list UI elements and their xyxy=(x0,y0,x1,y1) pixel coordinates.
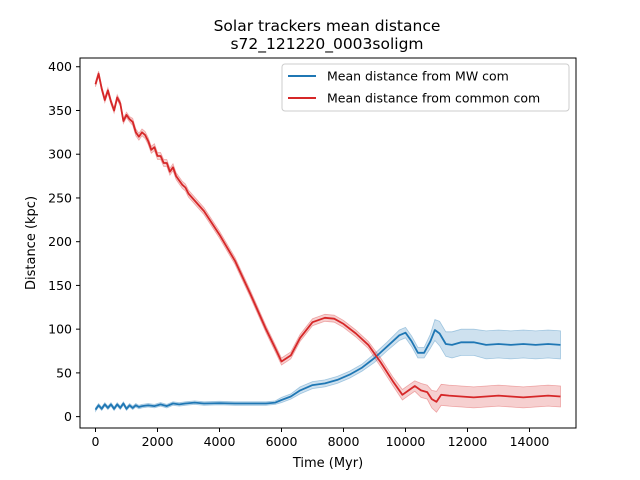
legend: Mean distance from MW com Mean distance … xyxy=(281,63,570,112)
series-line-mw-com xyxy=(94,329,561,411)
x-axis-label: Time (Myr) xyxy=(292,456,363,471)
y-axis-label: Distance (kpc) xyxy=(24,196,39,290)
x-tick-label: 10000 xyxy=(386,434,426,449)
y-tick-label: 150 xyxy=(48,278,72,293)
x-tick-label: 4000 xyxy=(204,434,236,449)
series-line-common-com xyxy=(94,72,561,403)
x-tick-label: 6000 xyxy=(266,434,298,449)
y-tick-label: 250 xyxy=(48,190,72,205)
x-tick-label: 8000 xyxy=(328,434,360,449)
x-axis-ticks: 0 2000 4000 6000 8000 10000 12000 14000 xyxy=(92,428,550,449)
uncertainty-bands xyxy=(95,70,561,413)
y-tick-label: 100 xyxy=(48,322,72,337)
chart-title: Solar trackers mean distance xyxy=(214,17,441,35)
x-tick-label: 12000 xyxy=(448,434,488,449)
legend-label-mw-com: Mean distance from MW com xyxy=(327,69,509,84)
y-tick-label: 50 xyxy=(56,365,72,380)
y-tick-label: 200 xyxy=(48,234,72,249)
y-tick-label: 400 xyxy=(48,59,72,74)
y-tick-label: 300 xyxy=(48,147,72,162)
x-tick-label: 0 xyxy=(92,434,100,449)
chart-subtitle: s72_121220_0003soligm xyxy=(230,35,423,54)
series-lines xyxy=(94,72,561,411)
x-tick-label: 14000 xyxy=(510,434,550,449)
legend-label-common-com: Mean distance from common com xyxy=(327,91,540,106)
band-common-com xyxy=(95,70,561,413)
y-tick-label: 350 xyxy=(48,103,72,118)
y-tick-label: 0 xyxy=(64,409,72,424)
y-axis-ticks: 0 50 100 150 200 250 300 350 400 xyxy=(48,59,80,424)
x-tick-label: 2000 xyxy=(142,434,174,449)
legend-box xyxy=(281,63,570,112)
plot-frame xyxy=(79,57,577,429)
